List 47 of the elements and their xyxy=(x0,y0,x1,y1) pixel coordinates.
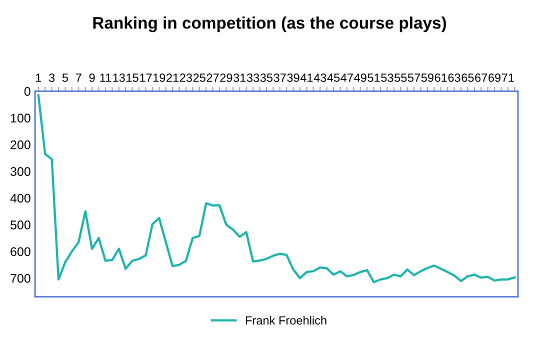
x-tick-label: 61 xyxy=(434,74,447,82)
x-tick-label: 67 xyxy=(475,74,488,82)
x-tick-label: 59 xyxy=(421,74,434,82)
x-tick-label: 3 xyxy=(48,74,55,82)
x-tick-label: 69 xyxy=(488,74,501,82)
y-tick-label: 500 xyxy=(10,220,30,230)
x-tick-label: 41 xyxy=(300,74,313,82)
x-tick-label: 13 xyxy=(113,74,125,82)
x-tick-label: 47 xyxy=(340,74,353,82)
x-tick-label: 15 xyxy=(126,74,138,82)
x-tick-label: 35 xyxy=(260,74,273,82)
x-tick-label: 29 xyxy=(220,74,232,82)
x-tick-label: 49 xyxy=(354,74,366,82)
x-tick-label: 51 xyxy=(368,74,380,82)
x-tick-label: 17 xyxy=(140,74,152,82)
x-tick-label: 65 xyxy=(462,74,474,82)
x-tick-label: 7 xyxy=(76,74,82,82)
x-tick-label: 19 xyxy=(153,74,166,82)
x-tick-label: 53 xyxy=(381,74,394,82)
x-tick-label: 5 xyxy=(62,74,68,82)
x-tick-label: 45 xyxy=(327,74,340,82)
x-tick-label: 55 xyxy=(394,74,407,82)
x-tick-label: 9 xyxy=(89,74,95,82)
y-tick-label: 300 xyxy=(10,167,30,176)
line-series xyxy=(37,94,516,284)
y-tick-label: 0 xyxy=(24,86,30,96)
chart-title: Ranking in competition (as the course plays) xyxy=(93,16,446,32)
x-tick-label: 43 xyxy=(314,74,326,82)
x-tick-label: 11 xyxy=(100,74,112,82)
x-tick-label: 33 xyxy=(246,74,260,82)
x-tick-label: 25 xyxy=(193,74,206,82)
y-tick-label: 200 xyxy=(10,140,30,150)
legend-label: Frank Froehlich xyxy=(246,316,326,325)
x-tick-label: 23 xyxy=(180,74,192,82)
x-tick-label: 63 xyxy=(448,74,460,82)
x-tick-label: 27 xyxy=(206,74,219,82)
x-tick-label: 37 xyxy=(274,74,286,82)
x-tick-label: 21 xyxy=(166,74,179,82)
y-tick-label: 600 xyxy=(10,247,30,256)
y-tick-label: 700 xyxy=(10,274,30,283)
x-tick-label: 57 xyxy=(408,74,420,82)
y-tick-label: 100 xyxy=(10,114,30,123)
x-tick-label: 71 xyxy=(502,74,514,82)
x-tick-label: 1 xyxy=(36,74,42,82)
y-tick-label: 400 xyxy=(10,194,30,203)
x-tick-label: 39 xyxy=(287,74,300,82)
x-tick-label: 31 xyxy=(234,74,246,82)
